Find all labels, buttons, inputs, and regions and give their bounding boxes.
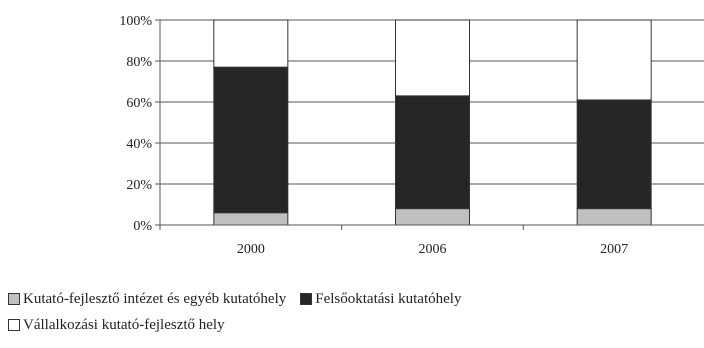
legend-label-vallalkozasi: Vállalkozási kutató-fejlesztő hely <box>23 316 225 333</box>
legend-item-kutato-fejleszto: Kutató-fejlesztő intézet és egyéb kutató… <box>8 291 286 308</box>
bar-2007-series-0 <box>576 208 652 226</box>
legend-label-felsooktatasi: Felsőoktatási kutatóhely <box>315 290 462 307</box>
bar-2007-series-2 <box>576 19 652 101</box>
bar-2007-series-1 <box>576 99 652 210</box>
bar-2006-series-0 <box>395 208 470 226</box>
x-tick-label: 2006 <box>419 242 447 257</box>
y-tick-label: 100% <box>119 14 152 29</box>
legend-row-1: Kutató-fejlesztő intézet és egyéb kutató… <box>8 288 698 310</box>
y-tick-label: 20% <box>126 178 152 193</box>
bar-2000-series-0 <box>213 212 289 226</box>
bar-2000-series-1 <box>213 66 289 214</box>
x-tick-label: 2007 <box>600 242 628 257</box>
legend-row-2: Vállalkozási kutató-fejlesztő hely <box>8 314 698 336</box>
y-tick-label: 0% <box>133 219 152 234</box>
legend: Kutató-fejlesztő intézet és egyéb kutató… <box>8 288 698 340</box>
legend-item-vallalkozasi: Vállalkozási kutató-fejlesztő hely <box>8 317 225 334</box>
x-axis-ticks: 2000 2006 2007 <box>159 224 704 257</box>
y-axis-ticks: 0% 20% 40% 60% 80% 100% <box>119 14 160 234</box>
bars <box>213 19 652 226</box>
bar-2000-series-2 <box>213 19 289 68</box>
legend-swatch-vallalkozasi <box>8 319 20 331</box>
legend-label-kutato-fejleszto: Kutató-fejlesztő intézet és egyéb kutató… <box>23 290 287 307</box>
y-tick-label: 40% <box>126 137 152 152</box>
legend-swatch-kutato-fejleszto <box>8 293 20 305</box>
y-tick-label: 60% <box>126 96 152 111</box>
y-tick-label: 80% <box>126 55 152 70</box>
bar-2006-series-2 <box>395 19 470 97</box>
legend-item-felsooktatasi: Felsőoktatási kutatóhely <box>300 291 461 308</box>
bar-2006-series-1 <box>395 95 470 210</box>
legend-swatch-felsooktatasi <box>300 293 313 305</box>
x-tick-label: 2000 <box>237 242 265 257</box>
